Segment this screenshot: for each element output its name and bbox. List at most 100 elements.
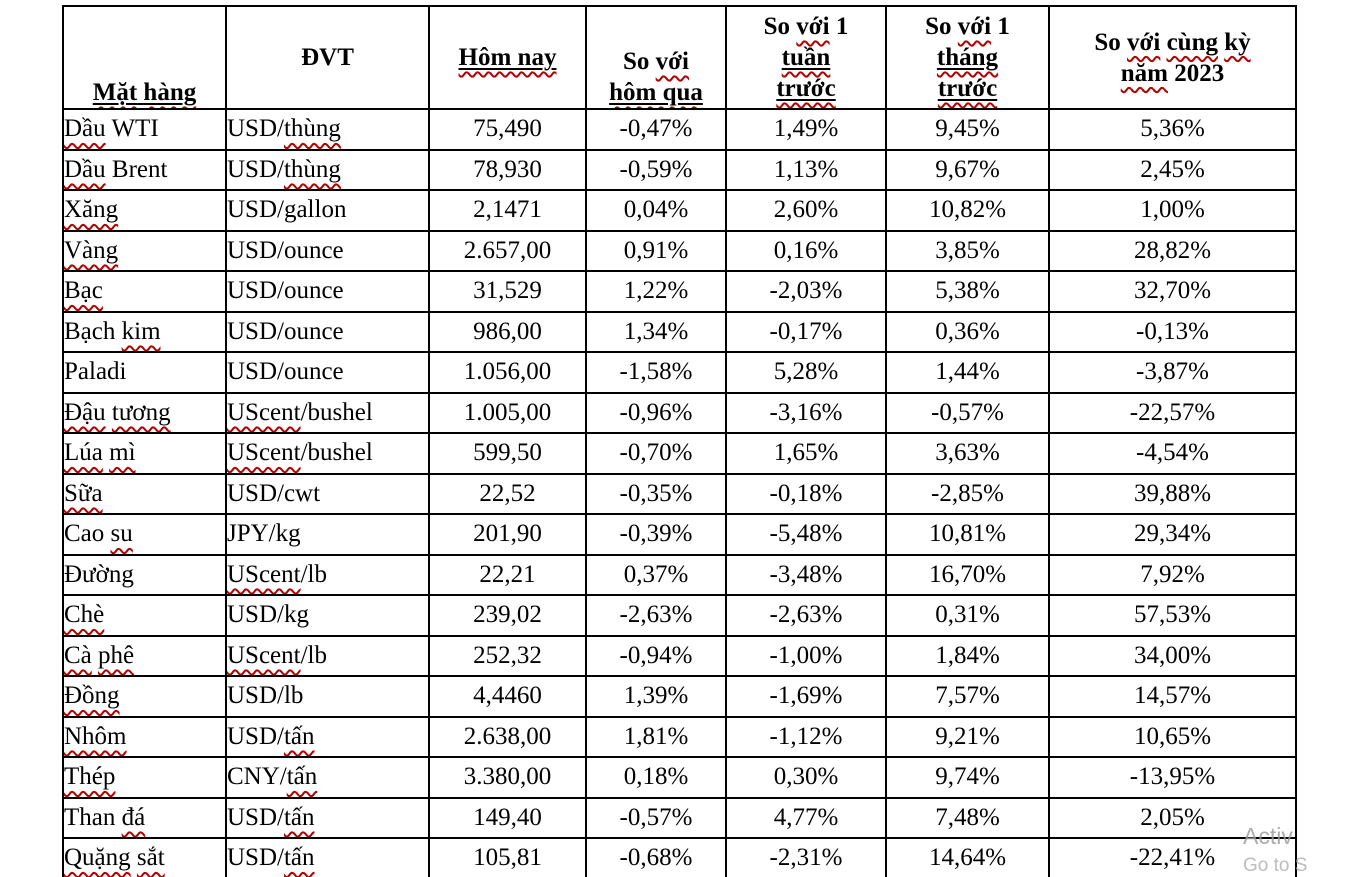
- cell-today[interactable]: 986,00: [428, 310, 587, 353]
- cell-commodity[interactable]: Bạch kim: [62, 310, 227, 353]
- cell-vs-year-2023[interactable]: -3,87%: [1048, 351, 1297, 394]
- cell-vs-yesterday[interactable]: -0,35%: [585, 472, 727, 515]
- cell-commodity[interactable]: Paladi: [62, 351, 227, 394]
- cell-vs-yesterday[interactable]: -0,47%: [585, 108, 727, 151]
- cell-vs-yesterday[interactable]: -0,68%: [585, 837, 727, 877]
- cell-unit[interactable]: USD/cwt: [225, 472, 430, 515]
- cell-vs-year-2023[interactable]: -22,57%: [1048, 391, 1297, 434]
- cell-commodity[interactable]: Lúa mì: [62, 432, 227, 475]
- cell-vs-year-2023[interactable]: 5,36%: [1048, 108, 1297, 151]
- cell-vs-year-2023[interactable]: 29,34%: [1048, 513, 1297, 556]
- cell-vs-month[interactable]: 1,44%: [885, 351, 1050, 394]
- cell-vs-month[interactable]: 9,67%: [885, 148, 1050, 191]
- cell-unit[interactable]: USD/ounce: [225, 229, 430, 272]
- cell-unit[interactable]: USD/kg: [225, 594, 430, 637]
- cell-vs-year-2023[interactable]: 34,00%: [1048, 634, 1297, 677]
- cell-vs-year-2023[interactable]: 2,05%: [1048, 796, 1297, 839]
- cell-vs-month[interactable]: 16,70%: [885, 553, 1050, 596]
- cell-unit[interactable]: USD/gallon: [225, 189, 430, 232]
- cell-unit[interactable]: USD/ounce: [225, 270, 430, 313]
- cell-vs-month[interactable]: 10,82%: [885, 189, 1050, 232]
- cell-unit[interactable]: USD/tấn: [225, 837, 430, 877]
- cell-today[interactable]: 2.638,00: [428, 715, 587, 758]
- cell-vs-year-2023[interactable]: 28,82%: [1048, 229, 1297, 272]
- cell-unit[interactable]: USD/ounce: [225, 310, 430, 353]
- cell-commodity[interactable]: Dầu WTI: [62, 108, 227, 151]
- cell-today[interactable]: 105,81: [428, 837, 587, 877]
- cell-unit[interactable]: JPY/kg: [225, 513, 430, 556]
- cell-today[interactable]: 149,40: [428, 796, 587, 839]
- cell-vs-month[interactable]: -2,85%: [885, 472, 1050, 515]
- cell-today[interactable]: 75,490: [428, 108, 587, 151]
- cell-today[interactable]: 1.056,00: [428, 351, 587, 394]
- cell-commodity[interactable]: Cà phê: [62, 634, 227, 677]
- cell-vs-month[interactable]: 3,63%: [885, 432, 1050, 475]
- cell-unit[interactable]: UScent/bushel: [225, 391, 430, 434]
- cell-vs-month[interactable]: 10,81%: [885, 513, 1050, 556]
- cell-commodity[interactable]: Cao su: [62, 513, 227, 556]
- cell-today[interactable]: 2.657,00: [428, 229, 587, 272]
- cell-vs-year-2023[interactable]: 14,57%: [1048, 675, 1297, 718]
- cell-vs-month[interactable]: 1,84%: [885, 634, 1050, 677]
- cell-commodity[interactable]: Nhôm: [62, 715, 227, 758]
- cell-unit[interactable]: USD/thùng: [225, 148, 430, 191]
- cell-commodity[interactable]: Dầu Brent: [62, 148, 227, 191]
- cell-today[interactable]: 78,930: [428, 148, 587, 191]
- cell-vs-week[interactable]: 5,28%: [725, 351, 887, 394]
- cell-vs-yesterday[interactable]: -1,58%: [585, 351, 727, 394]
- cell-vs-month[interactable]: -0,57%: [885, 391, 1050, 434]
- cell-vs-year-2023[interactable]: -0,13%: [1048, 310, 1297, 353]
- column-header-so-voi-cung-ky-nam-2023[interactable]: So với cùng kỳ năm 2023: [1048, 5, 1297, 110]
- cell-today[interactable]: 201,90: [428, 513, 587, 556]
- cell-unit[interactable]: USD/tấn: [225, 796, 430, 839]
- cell-commodity[interactable]: Vàng: [62, 229, 227, 272]
- cell-commodity[interactable]: Than đá: [62, 796, 227, 839]
- cell-unit[interactable]: USD/ounce: [225, 351, 430, 394]
- cell-vs-week[interactable]: 1,13%: [725, 148, 887, 191]
- cell-vs-yesterday[interactable]: -0,57%: [585, 796, 727, 839]
- cell-commodity[interactable]: Đậu tương: [62, 391, 227, 434]
- cell-vs-month[interactable]: 0,36%: [885, 310, 1050, 353]
- cell-vs-yesterday[interactable]: 1,34%: [585, 310, 727, 353]
- cell-vs-month[interactable]: 9,21%: [885, 715, 1050, 758]
- cell-vs-week[interactable]: -5,48%: [725, 513, 887, 556]
- cell-unit[interactable]: CNY/tấn: [225, 756, 430, 799]
- cell-vs-yesterday[interactable]: -0,94%: [585, 634, 727, 677]
- cell-commodity[interactable]: Đường: [62, 553, 227, 596]
- column-header-so-voi-1-tuan-truoc[interactable]: So với 1 tuần trước: [725, 5, 887, 110]
- cell-vs-week[interactable]: -3,16%: [725, 391, 887, 434]
- cell-today[interactable]: 2,1471: [428, 189, 587, 232]
- cell-today[interactable]: 4,4460: [428, 675, 587, 718]
- cell-vs-week[interactable]: -2,31%: [725, 837, 887, 877]
- cell-vs-month[interactable]: 0,31%: [885, 594, 1050, 637]
- column-header-dvt[interactable]: ĐVT: [225, 5, 430, 110]
- cell-vs-month[interactable]: 7,48%: [885, 796, 1050, 839]
- cell-vs-week[interactable]: -1,69%: [725, 675, 887, 718]
- cell-vs-month[interactable]: 7,57%: [885, 675, 1050, 718]
- cell-commodity[interactable]: Chè: [62, 594, 227, 637]
- cell-today[interactable]: 22,21: [428, 553, 587, 596]
- cell-vs-year-2023[interactable]: 7,92%: [1048, 553, 1297, 596]
- cell-vs-week[interactable]: 0,30%: [725, 756, 887, 799]
- cell-vs-yesterday[interactable]: 1,39%: [585, 675, 727, 718]
- cell-unit[interactable]: UScent/bushel: [225, 432, 430, 475]
- cell-vs-yesterday[interactable]: -0,70%: [585, 432, 727, 475]
- cell-vs-year-2023[interactable]: 32,70%: [1048, 270, 1297, 313]
- cell-vs-year-2023[interactable]: -13,95%: [1048, 756, 1297, 799]
- cell-vs-week[interactable]: -2,03%: [725, 270, 887, 313]
- column-header-so-voi-1-thang-truoc[interactable]: So với 1 tháng trước: [885, 5, 1050, 110]
- cell-vs-week[interactable]: 4,77%: [725, 796, 887, 839]
- cell-vs-yesterday[interactable]: 0,91%: [585, 229, 727, 272]
- cell-vs-week[interactable]: 1,65%: [725, 432, 887, 475]
- cell-vs-yesterday[interactable]: -0,39%: [585, 513, 727, 556]
- cell-vs-month[interactable]: 5,38%: [885, 270, 1050, 313]
- cell-vs-week[interactable]: -2,63%: [725, 594, 887, 637]
- cell-today[interactable]: 31,529: [428, 270, 587, 313]
- cell-vs-month[interactable]: 3,85%: [885, 229, 1050, 272]
- cell-unit[interactable]: UScent/lb: [225, 553, 430, 596]
- cell-vs-yesterday[interactable]: -0,59%: [585, 148, 727, 191]
- cell-vs-week[interactable]: -0,18%: [725, 472, 887, 515]
- cell-commodity[interactable]: Quặng sắt: [62, 837, 227, 877]
- cell-vs-week[interactable]: -3,48%: [725, 553, 887, 596]
- cell-vs-week[interactable]: -1,00%: [725, 634, 887, 677]
